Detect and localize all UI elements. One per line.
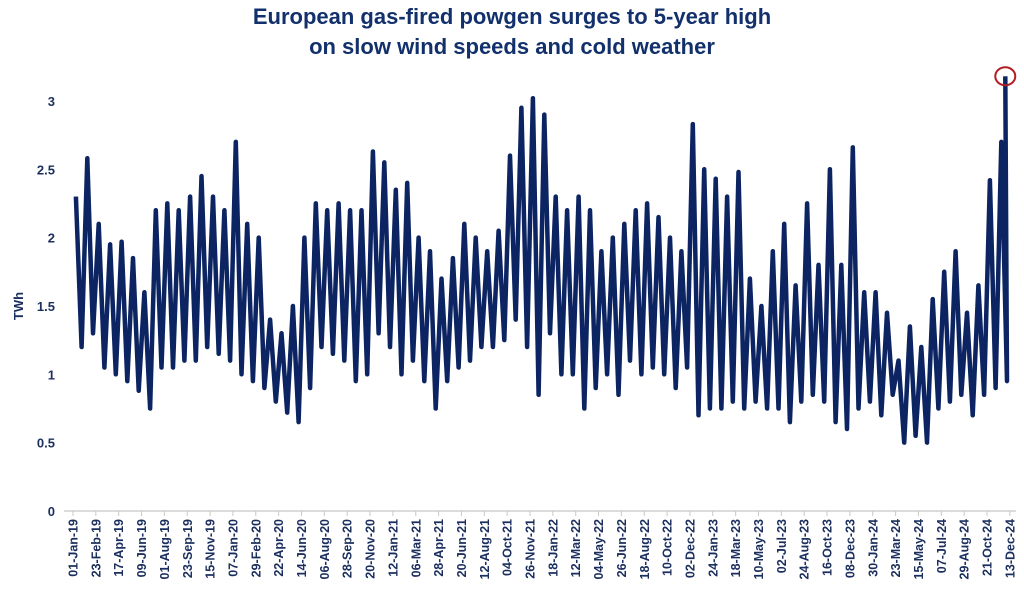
x-tick-label: 06-Aug-20 bbox=[318, 519, 332, 579]
x-tick-label: 28-Apr-21 bbox=[432, 519, 446, 577]
x-tick-label: 20-Jun-21 bbox=[455, 519, 469, 577]
y-tick-label: 2.5 bbox=[37, 162, 55, 177]
chart-title-line-2: on slow wind speeds and cold weather bbox=[309, 34, 715, 59]
y-tick-label: 3 bbox=[48, 94, 55, 109]
x-tick-label: 12-Jan-21 bbox=[386, 519, 400, 577]
x-tick-label: 14-Jun-20 bbox=[295, 519, 309, 577]
highlight-circle bbox=[994, 66, 1017, 87]
x-tick-label: 13-Dec-24 bbox=[1003, 519, 1017, 578]
y-tick-label: 1 bbox=[48, 367, 55, 382]
x-tick-label: 23-Sep-19 bbox=[181, 519, 195, 578]
x-tick-label: 18-Aug-22 bbox=[638, 519, 652, 579]
x-tick-label: 29-Feb-20 bbox=[249, 519, 263, 577]
chart-title: European gas-fired powgen surges to 5-ye… bbox=[0, 2, 1024, 62]
x-tick-label: 02-Jul-23 bbox=[775, 519, 789, 573]
gas-powgen-line bbox=[73, 76, 1010, 445]
x-tick-label: 23-Mar-24 bbox=[889, 519, 903, 577]
x-tick-label: 07-Jul-24 bbox=[935, 519, 949, 573]
chart-title-line-1: European gas-fired powgen surges to 5-ye… bbox=[252, 4, 772, 29]
y-tick-label: 2 bbox=[48, 231, 55, 246]
x-tick-label: 12-Aug-21 bbox=[478, 519, 492, 579]
x-tick-label: 08-Dec-23 bbox=[843, 519, 857, 578]
x-tick-label: 24-Aug-23 bbox=[798, 519, 812, 579]
x-tick-label: 01-Jan-19 bbox=[67, 519, 81, 577]
x-tick-label: 30-Jan-24 bbox=[866, 519, 880, 577]
x-tick-label: 10-May-23 bbox=[752, 519, 766, 579]
y-tick-label: 0.5 bbox=[37, 436, 55, 451]
x-tick-label: 18-Jan-22 bbox=[546, 519, 560, 577]
x-tick-label: 06-Mar-21 bbox=[409, 519, 423, 577]
x-tick-label: 15-Nov-19 bbox=[204, 519, 218, 579]
x-tick-label: 01-Aug-19 bbox=[158, 519, 172, 579]
x-tick-label: 16-Oct-23 bbox=[821, 519, 835, 576]
x-tick-label: 10-Oct-22 bbox=[661, 519, 675, 576]
x-tick-label: 26-Jun-22 bbox=[615, 519, 629, 577]
x-tick-label: 04-Oct-21 bbox=[501, 519, 515, 576]
y-tick-label: 0 bbox=[48, 504, 55, 519]
x-tick-label: 24-Jan-23 bbox=[706, 519, 720, 577]
x-tick-label: 12-Mar-22 bbox=[569, 519, 583, 577]
x-tick-label: 17-Apr-19 bbox=[112, 519, 126, 577]
x-tick-label: 15-May-24 bbox=[912, 519, 926, 579]
x-tick-label: 02-Dec-22 bbox=[683, 519, 697, 578]
x-tick-label: 22-Apr-20 bbox=[272, 519, 286, 577]
x-tick-label: 26-Nov-21 bbox=[524, 519, 538, 579]
x-tick-label: 28-Sep-20 bbox=[341, 519, 355, 578]
x-tick-label: 20-Nov-20 bbox=[364, 519, 378, 579]
x-tick-label: 18-Mar-23 bbox=[729, 519, 743, 577]
x-tick-label: 09-Jun-19 bbox=[135, 519, 149, 577]
x-tick-label: 21-Oct-24 bbox=[981, 519, 995, 576]
x-tick-label: 23-Feb-19 bbox=[89, 519, 103, 577]
y-tick-label: 1.5 bbox=[37, 299, 55, 314]
x-tick-label: 07-Jan-20 bbox=[226, 519, 240, 577]
x-tick-label: 29-Aug-24 bbox=[958, 519, 972, 579]
y-axis-label: TWh bbox=[11, 292, 26, 320]
x-tick-label: 04-May-22 bbox=[592, 519, 606, 579]
